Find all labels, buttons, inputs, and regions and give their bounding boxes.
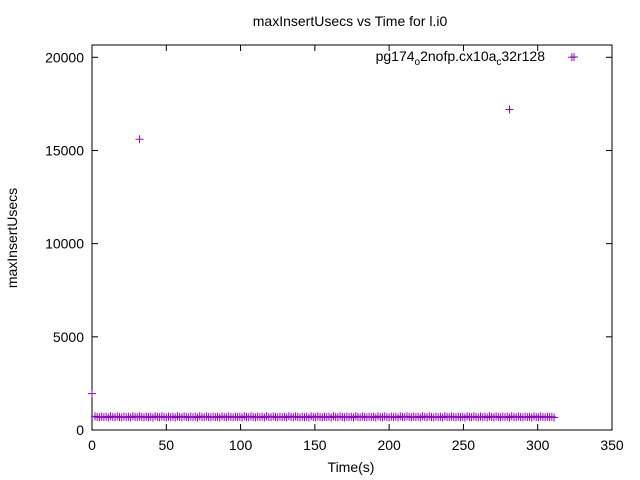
chart-title: maxInsertUsecs vs Time for l.i0: [253, 13, 448, 29]
y-tick-label: 15000: [45, 142, 84, 158]
data-point: [135, 135, 144, 144]
x-tick-label: 250: [452, 437, 476, 453]
y-axis-title: maxInsertUsecs: [4, 188, 20, 288]
plot-border: [91, 44, 613, 431]
legend-label: pg174o2nofp.cx10ac32r128: [376, 48, 546, 68]
y-tick-label: 10000: [45, 236, 84, 252]
y-tick-label: 0: [76, 422, 84, 438]
legend-label-part2: 2nofp.cx10a: [420, 48, 496, 64]
x-tick-label: 350: [600, 437, 624, 453]
data-points: [88, 53, 576, 422]
x-tick-label: 0: [88, 437, 96, 453]
legend-marker: [570, 53, 578, 61]
legend-label-sub2: c: [496, 57, 501, 68]
legend-label-part3: 32r128: [501, 48, 545, 64]
x-tick-label: 200: [377, 437, 401, 453]
legend: pg174o2nofp.cx10ac32r128: [376, 48, 578, 68]
y-axis-ticks: 0 5000 10000 15000 20000: [45, 49, 612, 438]
x-tick-label: 100: [229, 437, 253, 453]
x-tick-label: 300: [526, 437, 550, 453]
x-tick-label: 50: [158, 437, 174, 453]
x-tick-label: 150: [303, 437, 327, 453]
data-point: [505, 105, 514, 114]
y-tick-label: 5000: [53, 329, 84, 345]
plot-area: 0 50 100 150 200 250 300 350 0 5000 10000 15000 200…: [45, 44, 624, 453]
data-point: [88, 389, 96, 398]
y-tick-label: 20000: [45, 49, 84, 65]
legend-label-part1: pg174: [376, 48, 415, 64]
legend-label-sub1: o: [415, 57, 421, 68]
data-point: [550, 413, 559, 422]
legend-marker-plus: [570, 53, 578, 61]
x-axis-title: Time(s): [328, 459, 375, 475]
x-axis-ticks: 0 50 100 150 200 250 300 350: [88, 45, 624, 453]
